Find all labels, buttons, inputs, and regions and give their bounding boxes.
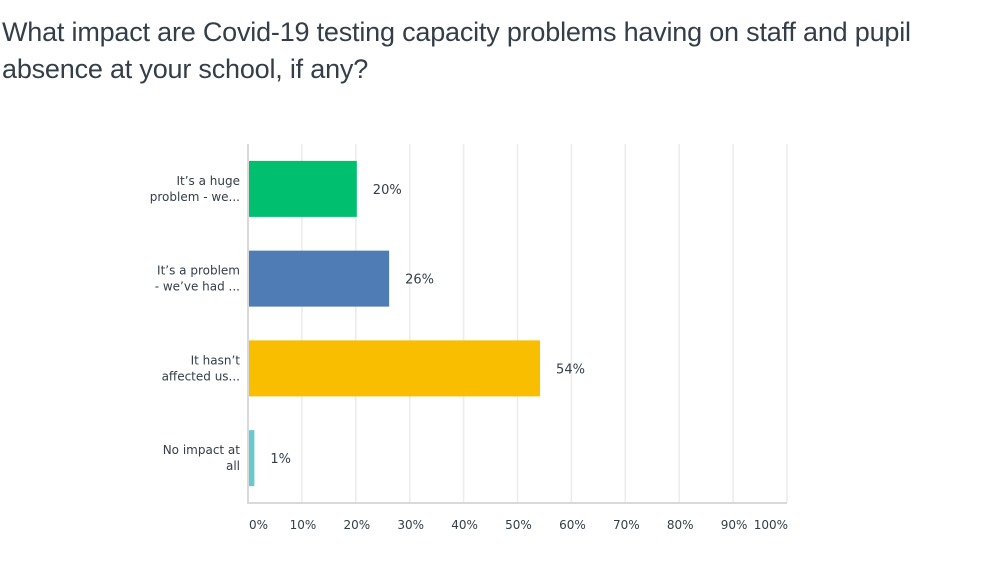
x-tick-label: 30%: [397, 518, 424, 532]
category-label: It’s a huge problem - we...: [150, 174, 240, 204]
bar[interactable]: [249, 160, 357, 217]
x-tick-label: 90%: [721, 518, 748, 532]
value-labels: 20% 26% 54% 1%: [270, 183, 585, 467]
x-tick-label: 70%: [613, 518, 640, 532]
category-label: No impact at all: [163, 443, 241, 473]
x-tick-label: 100%: [754, 518, 788, 532]
x-axis-tick-labels: 0% 10% 20% 30% 40% 50% 60% 70% 80% 90% 100%: [249, 518, 788, 532]
x-tick-label: 40%: [451, 518, 478, 532]
x-tick-label: 50%: [505, 518, 532, 532]
chart-title: What impact are Covid-19 testing capacit…: [2, 17, 911, 84]
bars: [249, 160, 541, 487]
category-labels: It’s a huge problem - we... It’s a problem…: [150, 174, 241, 473]
bar[interactable]: [249, 340, 541, 397]
x-tick-label: 20%: [343, 518, 370, 532]
category-label: It’s a problem - we’ve had ...: [155, 264, 240, 294]
value-label: 54%: [556, 362, 585, 377]
x-tick-label: 10%: [290, 518, 317, 532]
value-label: 26%: [405, 273, 434, 288]
x-tick-label: 0%: [249, 518, 268, 532]
bar[interactable]: [249, 430, 255, 487]
x-tick-label: 60%: [559, 518, 586, 532]
category-label: It hasn’t affected us...: [162, 353, 241, 383]
bar[interactable]: [249, 250, 390, 307]
x-tick-label: 80%: [667, 518, 694, 532]
value-label: 1%: [270, 452, 291, 467]
gridlines: [247, 144, 788, 504]
value-label: 20%: [373, 183, 402, 198]
